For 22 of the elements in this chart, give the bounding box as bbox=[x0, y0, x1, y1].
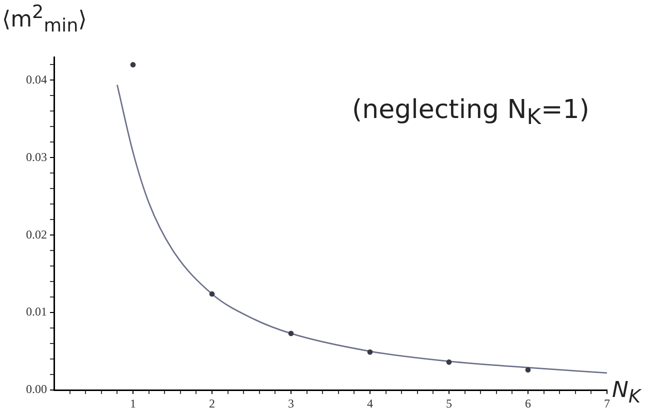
point bbox=[288, 330, 294, 336]
point bbox=[446, 359, 452, 365]
point bbox=[525, 367, 531, 373]
x-tick-label: 5 bbox=[446, 396, 452, 410]
point bbox=[130, 62, 136, 68]
x-tick-label: 1 bbox=[130, 396, 136, 410]
y-tick-label: 0.03 bbox=[26, 150, 47, 164]
x-axis-title: N$_{K}$ bbox=[612, 378, 640, 408]
point bbox=[367, 349, 373, 355]
x-tick-label: 2 bbox=[209, 396, 215, 410]
line-series bbox=[116, 84, 607, 374]
x-tick-label: 4 bbox=[367, 396, 373, 410]
x-tick-label: 3 bbox=[288, 396, 294, 410]
annotation: (neglecting N$_{K}$=1) bbox=[352, 95, 590, 130]
x-tick-label: 7 bbox=[604, 396, 610, 410]
point bbox=[209, 291, 215, 297]
y-tick-label: 0.04 bbox=[26, 72, 47, 86]
y-tick-label: 0.01 bbox=[26, 304, 47, 319]
y-tick-label: 0.02 bbox=[26, 227, 47, 242]
x-tick-label: 6 bbox=[525, 396, 531, 410]
y-axis-title: ⟨m$^{2}$$_{min}$⟩ bbox=[2, 2, 87, 37]
y-tick-label: 0.00 bbox=[26, 382, 47, 396]
